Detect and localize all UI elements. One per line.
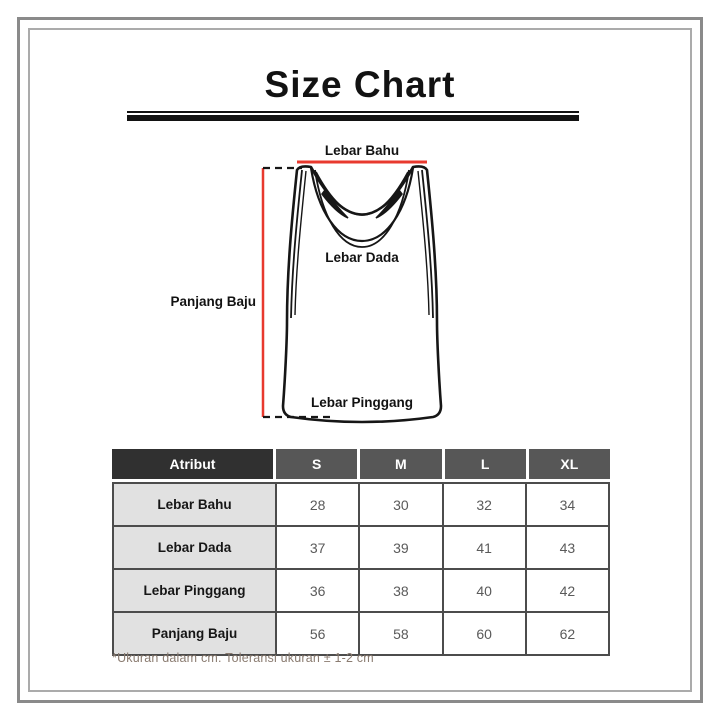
tank-left-gap-shadow: [321, 188, 349, 219]
waist-width-label: Lebar Pinggang: [310, 395, 413, 410]
value-cell: 39: [358, 525, 444, 570]
value-cell: 34: [524, 482, 611, 527]
header-cell-size-xl: XL: [528, 449, 610, 479]
table-row: Lebar Pinggang 36 38 40 42: [112, 568, 611, 613]
shoulder-width-label: Lebar Bahu: [324, 143, 400, 158]
outer-frame-border: [17, 17, 703, 703]
table-row: Lebar Bahu 28 30 32 34: [112, 482, 611, 527]
header-cell-size-l: L: [444, 449, 526, 479]
title-divider: [127, 111, 579, 121]
tank-right-armhole-band2: [417, 170, 430, 316]
value-cell: 30: [358, 482, 444, 527]
size-tolerance-footnote: *Ukuran dalam cm. Toleransi ukuran ± 1-2…: [112, 651, 374, 665]
size-table-header: Atribut S M L XL: [112, 449, 610, 479]
tank-neckline-band-inner: [314, 169, 410, 248]
value-cell: 58: [358, 611, 444, 656]
inner-frame-border: [28, 28, 692, 692]
header-cell-size-m: M: [360, 449, 442, 479]
value-cell: 56: [274, 611, 361, 656]
row-label: Lebar Pinggang: [112, 568, 277, 613]
value-cell: 38: [358, 568, 444, 613]
value-cell: 41: [441, 525, 527, 570]
tank-left-armhole-band: [290, 169, 303, 319]
value-cell: 32: [441, 482, 527, 527]
tank-right-armhole-band: [421, 169, 434, 319]
chest-width-label: Lebar Dada: [325, 250, 399, 265]
garment-length-label: Panjang Baju: [170, 294, 256, 309]
tank-right-gap-shadow: [375, 188, 403, 219]
header-cell-size-s: S: [276, 449, 358, 479]
table-row: Panjang Baju 56 58 60 62: [112, 611, 611, 656]
row-label: Panjang Baju: [112, 611, 277, 656]
value-cell: 28: [274, 482, 361, 527]
value-cell: 43: [524, 525, 611, 570]
page-title: Size Chart: [264, 64, 456, 105]
tank-back-edge: [315, 171, 409, 216]
row-label: Lebar Dada: [112, 525, 277, 570]
size-table-body: Lebar Bahu 28 30 32 34 Lebar Dada 37 39 …: [112, 482, 611, 656]
tank-top-drawing: [261, 160, 443, 424]
row-label: Lebar Bahu: [112, 482, 277, 527]
value-cell: 37: [274, 525, 361, 570]
value-cell: 60: [441, 611, 527, 656]
tank-top-outline: [281, 165, 443, 424]
value-cell: 36: [274, 568, 361, 613]
value-cell: 62: [524, 611, 611, 656]
garment-measurement-diagram: [150, 140, 570, 440]
tank-left-armhole-band2: [294, 170, 307, 316]
size-table: Atribut S M L XL Lebar Bahu 28 30 32 34 …: [112, 449, 611, 656]
table-row: Lebar Dada 37 39 41 43: [112, 525, 611, 570]
value-cell: 40: [441, 568, 527, 613]
value-cell: 42: [524, 568, 611, 613]
header-cell-attribute: Atribut: [112, 449, 273, 479]
tank-neckline-band-outer: [309, 167, 415, 243]
